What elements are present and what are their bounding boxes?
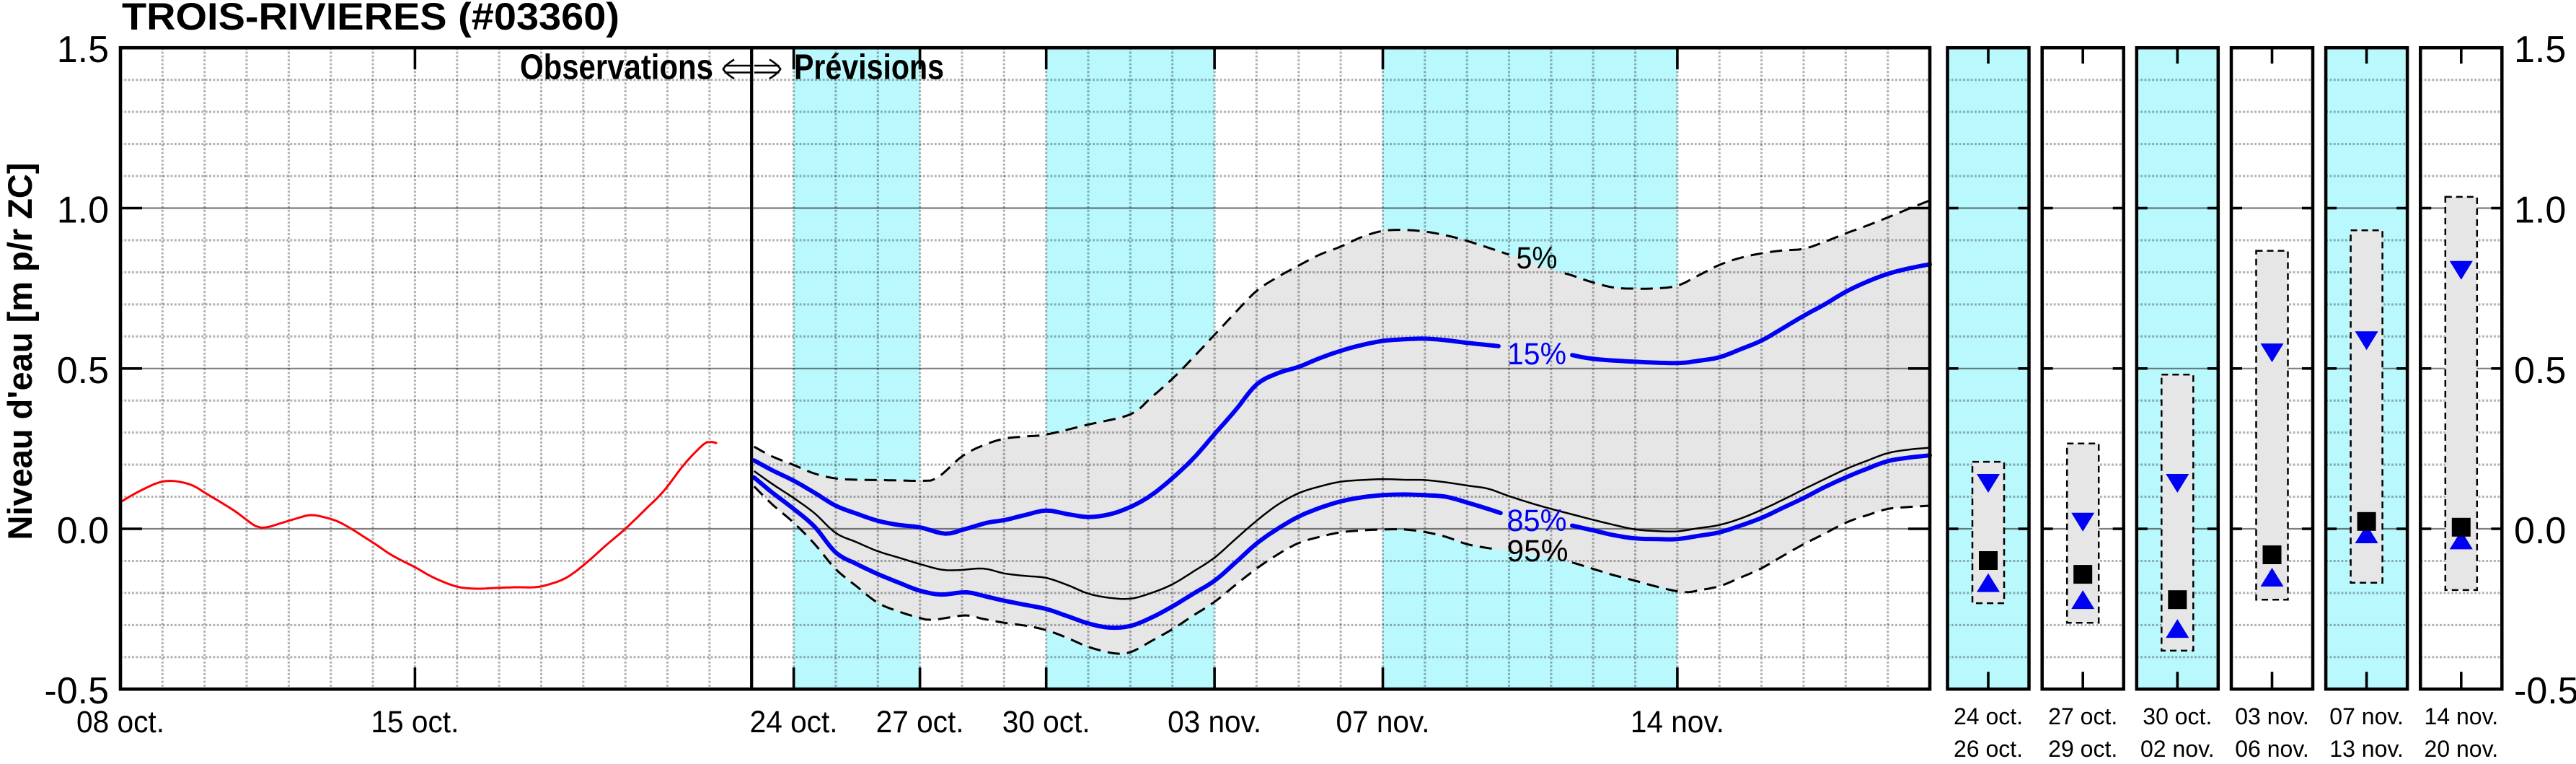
- svg-text:-0.5: -0.5: [44, 670, 109, 712]
- svg-text:1.0: 1.0: [57, 190, 109, 232]
- svg-text:Prévisions: Prévisions: [794, 48, 944, 87]
- svg-text:03 nov.: 03 nov.: [2235, 703, 2309, 729]
- svg-text:15%: 15%: [1507, 337, 1566, 372]
- svg-text:85%: 85%: [1507, 504, 1567, 538]
- svg-text:07 nov.: 07 nov.: [1336, 705, 1430, 739]
- svg-text:5%: 5%: [1517, 241, 1558, 276]
- svg-text:29 oct.: 29 oct.: [2048, 736, 2117, 760]
- svg-text:20 nov.: 20 nov.: [2425, 736, 2499, 760]
- svg-text:30 oct.: 30 oct.: [1002, 705, 1090, 739]
- svg-text:1.0: 1.0: [2514, 190, 2566, 232]
- svg-text:24 oct.: 24 oct.: [1954, 703, 2023, 729]
- svg-text:07 nov.: 07 nov.: [2329, 703, 2404, 729]
- svg-text:0.5: 0.5: [2514, 350, 2566, 392]
- svg-text:Niveau d'eau [m p/r ZC]: Niveau d'eau [m p/r ZC]: [1, 162, 39, 540]
- svg-text:15 oct.: 15 oct.: [371, 705, 459, 739]
- svg-text:27 oct.: 27 oct.: [876, 705, 964, 739]
- svg-text:TROIS-RIVIERES (#03360): TROIS-RIVIERES (#03360): [122, 0, 619, 38]
- svg-text:30 oct.: 30 oct.: [2143, 703, 2212, 729]
- svg-text:08 oct.: 08 oct.: [76, 705, 164, 739]
- svg-text:27 oct.: 27 oct.: [2048, 703, 2117, 729]
- svg-text:Observations: Observations: [520, 48, 713, 87]
- svg-text:1.5: 1.5: [2514, 29, 2566, 71]
- svg-text:0.0: 0.0: [57, 510, 109, 552]
- svg-text:26 oct.: 26 oct.: [1954, 736, 2023, 760]
- svg-text:24 oct.: 24 oct.: [750, 705, 838, 739]
- svg-text:-0.5: -0.5: [2514, 670, 2576, 712]
- svg-text:95%: 95%: [1507, 534, 1569, 568]
- svg-text:06 nov.: 06 nov.: [2235, 736, 2309, 760]
- svg-text:1.5: 1.5: [57, 29, 109, 71]
- svg-text:0.5: 0.5: [57, 350, 109, 392]
- svg-text:13 nov.: 13 nov.: [2329, 736, 2404, 760]
- svg-text:14 nov.: 14 nov.: [2425, 703, 2499, 729]
- svg-text:03 nov.: 03 nov.: [1168, 705, 1261, 739]
- svg-text:02 nov.: 02 nov.: [2140, 736, 2215, 760]
- svg-text:14 nov.: 14 nov.: [1631, 705, 1724, 739]
- svg-text:0.0: 0.0: [2514, 510, 2566, 552]
